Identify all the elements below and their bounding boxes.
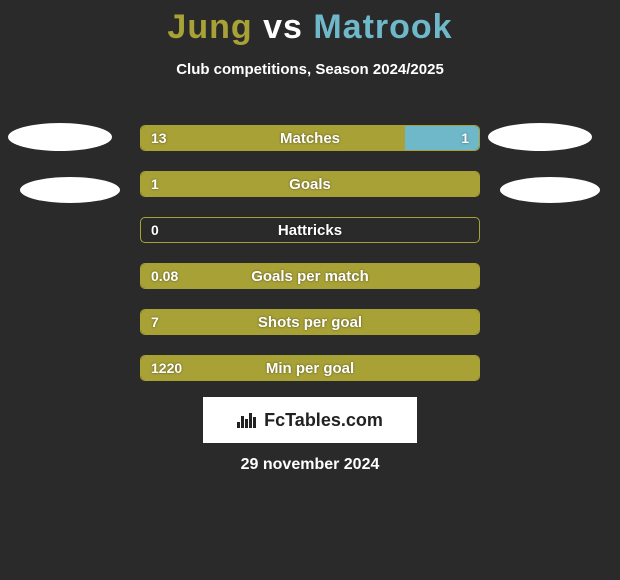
stat-row-min-per-goal: 1220Min per goal bbox=[140, 355, 480, 381]
stat-label: Goals bbox=[141, 172, 479, 196]
subtitle: Club competitions, Season 2024/2025 bbox=[0, 61, 620, 78]
stat-label: Shots per goal bbox=[141, 310, 479, 334]
stat-row-hattricks: 0Hattricks bbox=[140, 217, 480, 243]
title-player1: Jung bbox=[167, 8, 252, 46]
stat-row-matches: 131Matches bbox=[140, 125, 480, 151]
stat-bars: 131Matches 1Goals 0Hattricks 0.08Goals per … bbox=[140, 125, 480, 401]
bar-chart-icon bbox=[237, 413, 256, 428]
stat-label: Min per goal bbox=[141, 356, 479, 380]
avatar-placeholder-right-1 bbox=[500, 177, 600, 203]
stat-label: Hattricks bbox=[141, 218, 479, 242]
avatar-placeholder-right-0 bbox=[488, 123, 592, 151]
page-title: Jung vs Matrook bbox=[0, 0, 620, 47]
stat-label: Goals per match bbox=[141, 264, 479, 288]
stat-label: Matches bbox=[141, 126, 479, 150]
stat-row-goals-per-match: 0.08Goals per match bbox=[140, 263, 480, 289]
title-vs: vs bbox=[263, 8, 303, 46]
title-player2: Matrook bbox=[313, 8, 452, 46]
date-label: 29 november 2024 bbox=[0, 456, 620, 474]
avatar-placeholder-left-0 bbox=[8, 123, 112, 151]
stat-row-goals: 1Goals bbox=[140, 171, 480, 197]
logo-text: FcTables.com bbox=[264, 410, 383, 431]
fctables-logo: FcTables.com bbox=[203, 397, 417, 443]
stat-row-shots-per-goal: 7Shots per goal bbox=[140, 309, 480, 335]
avatar-placeholder-left-1 bbox=[20, 177, 120, 203]
comparison-infographic: Jung vs Matrook Club competitions, Seaso… bbox=[0, 0, 620, 580]
